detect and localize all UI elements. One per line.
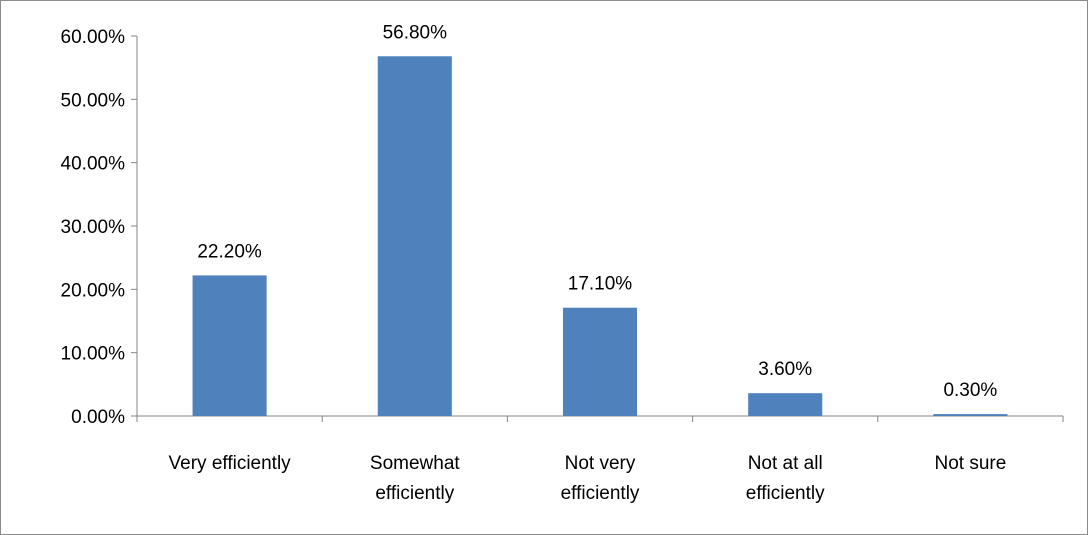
y-tick-label: 40.00%: [61, 154, 126, 175]
category-label: efficiently: [746, 483, 825, 504]
category-label: efficiently: [561, 483, 640, 504]
bar: [933, 414, 1008, 416]
category-label: Very efficiently: [169, 453, 292, 474]
category-label: Not at all: [748, 453, 823, 474]
category-label: Somewhat: [370, 453, 460, 474]
bar: [192, 275, 267, 416]
category-label: efficiently: [375, 483, 454, 504]
bars: [192, 56, 1008, 417]
y-tick-label: 30.00%: [61, 217, 126, 238]
data-label: 3.60%: [758, 359, 812, 380]
data-label: 17.10%: [568, 274, 633, 295]
data-label: 22.20%: [197, 241, 262, 262]
bar: [377, 56, 452, 417]
bar: [748, 393, 823, 416]
data-label: 56.80%: [383, 22, 448, 43]
y-tick-label: 50.00%: [61, 90, 126, 111]
y-tick-label: 20.00%: [61, 280, 126, 301]
category-label: Not sure: [934, 453, 1006, 474]
y-tick-label: 60.00%: [61, 27, 126, 48]
y-tick-label: 0.00%: [71, 407, 125, 428]
bar: [562, 307, 638, 416]
category-label: Not very: [565, 453, 636, 474]
data-label: 0.30%: [943, 380, 997, 401]
labels: 0.00% 10.00% 20.00% 30.00% 40.00% 50.00% 60.00…: [61, 22, 1007, 504]
y-tick-label: 10.00%: [61, 344, 126, 365]
